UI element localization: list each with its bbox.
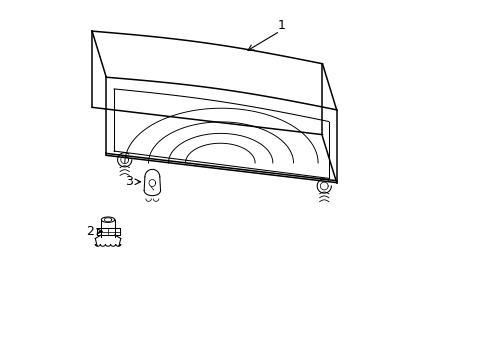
Text: 3: 3 xyxy=(125,175,133,188)
Text: 2: 2 xyxy=(86,225,94,238)
Text: 1: 1 xyxy=(277,19,285,32)
